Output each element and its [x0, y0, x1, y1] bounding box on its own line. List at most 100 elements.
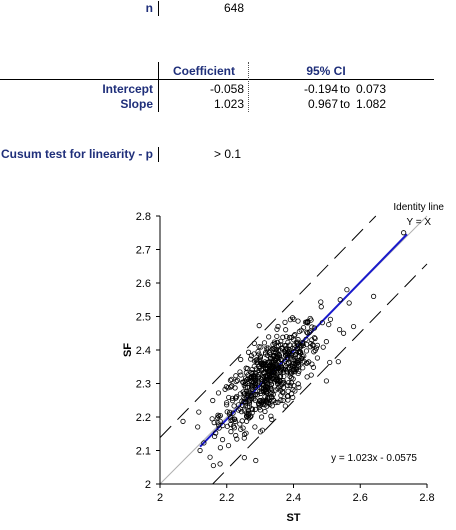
data-point — [226, 394, 232, 401]
data-point — [241, 435, 247, 441]
data-point — [234, 393, 240, 400]
data-point — [344, 287, 350, 293]
data-point — [350, 323, 357, 330]
data-point — [268, 355, 274, 361]
data-point — [230, 398, 236, 404]
data-point — [290, 394, 296, 401]
data-point — [270, 397, 276, 403]
data-point — [295, 359, 301, 366]
data-point — [229, 383, 235, 389]
data-point — [280, 379, 287, 385]
data-point — [215, 412, 221, 418]
data-point — [257, 429, 264, 435]
data-point — [300, 342, 306, 349]
data-point — [312, 335, 318, 342]
regression-equation: y = 1.023x - 0.0575 — [331, 453, 417, 464]
data-point — [285, 388, 291, 394]
n-separator — [158, 1, 159, 16]
data-point — [286, 334, 293, 340]
n-label: n — [145, 1, 153, 15]
data-point — [252, 392, 258, 398]
data-point — [319, 320, 325, 326]
data-point — [311, 325, 318, 331]
data-point — [257, 359, 263, 365]
data-point — [275, 386, 281, 392]
x-tick-label: 2.2 — [219, 492, 234, 504]
data-point — [237, 369, 243, 375]
data-point — [234, 436, 240, 442]
data-point — [263, 389, 269, 396]
data-point — [233, 373, 239, 379]
data-point — [323, 378, 330, 384]
data-point — [276, 364, 282, 370]
data-point — [290, 376, 296, 382]
data-point — [229, 395, 236, 401]
data-point — [215, 390, 222, 396]
data-point — [264, 345, 270, 351]
data-point — [278, 342, 284, 348]
data-point — [197, 447, 203, 454]
data-point — [275, 347, 281, 353]
data-point — [215, 419, 221, 426]
y-tick-label: 2.7 — [136, 245, 151, 257]
table-label-separator — [158, 62, 159, 112]
x-axis-title: ST — [286, 512, 300, 524]
data-point — [278, 356, 284, 362]
data-point — [242, 390, 248, 397]
data-point — [314, 355, 321, 361]
data-point — [282, 319, 288, 325]
data-point — [262, 408, 268, 415]
cusum-value: > 0.1 — [214, 147, 242, 161]
data-point — [296, 328, 302, 335]
data-point — [269, 416, 275, 423]
data-point — [260, 397, 266, 403]
data-point — [295, 318, 301, 324]
data-point — [308, 372, 314, 378]
data-point — [318, 304, 324, 310]
identity-equation-label: Y = X — [406, 217, 431, 228]
data-point — [227, 415, 234, 421]
y-tick-label: 2.2 — [136, 412, 151, 424]
data-point — [289, 391, 295, 397]
data-point — [304, 341, 310, 348]
data-point — [326, 321, 332, 328]
y-tick-label: 2.3 — [136, 379, 151, 391]
data-point — [196, 409, 202, 415]
data-point — [272, 341, 278, 347]
data-point — [255, 378, 261, 384]
data-point — [274, 333, 280, 339]
data-point — [263, 368, 269, 375]
data-point — [278, 397, 284, 403]
data-point — [224, 400, 230, 406]
intercept-ci-low: -0.194 — [303, 82, 338, 96]
y-tick-label: 2.6 — [136, 278, 151, 290]
data-point — [306, 329, 313, 335]
x-tick-label: 2 — [157, 492, 163, 504]
data-point — [241, 431, 248, 437]
data-point — [243, 370, 249, 376]
data-point — [401, 230, 407, 236]
data-point — [346, 300, 352, 306]
slope-ci-high: 1.082 — [355, 97, 386, 111]
data-point — [212, 433, 218, 440]
data-point — [266, 334, 272, 340]
y-tick-label: 2.5 — [136, 312, 151, 324]
data-point — [291, 316, 297, 322]
data-point — [201, 440, 207, 446]
data-point — [225, 385, 231, 391]
data-point — [300, 325, 307, 331]
x-tick-label: 2.8 — [419, 492, 434, 504]
data-point — [217, 445, 223, 451]
data-point — [222, 386, 228, 392]
data-point — [289, 345, 296, 352]
data-point — [335, 359, 341, 365]
data-point — [284, 351, 290, 357]
data-point — [327, 359, 333, 366]
data-point — [249, 386, 255, 392]
data-point — [292, 332, 298, 338]
data-point — [283, 366, 289, 372]
data-point — [249, 396, 255, 402]
data-point — [261, 382, 267, 389]
data-point — [282, 403, 288, 409]
data-point — [291, 333, 297, 339]
